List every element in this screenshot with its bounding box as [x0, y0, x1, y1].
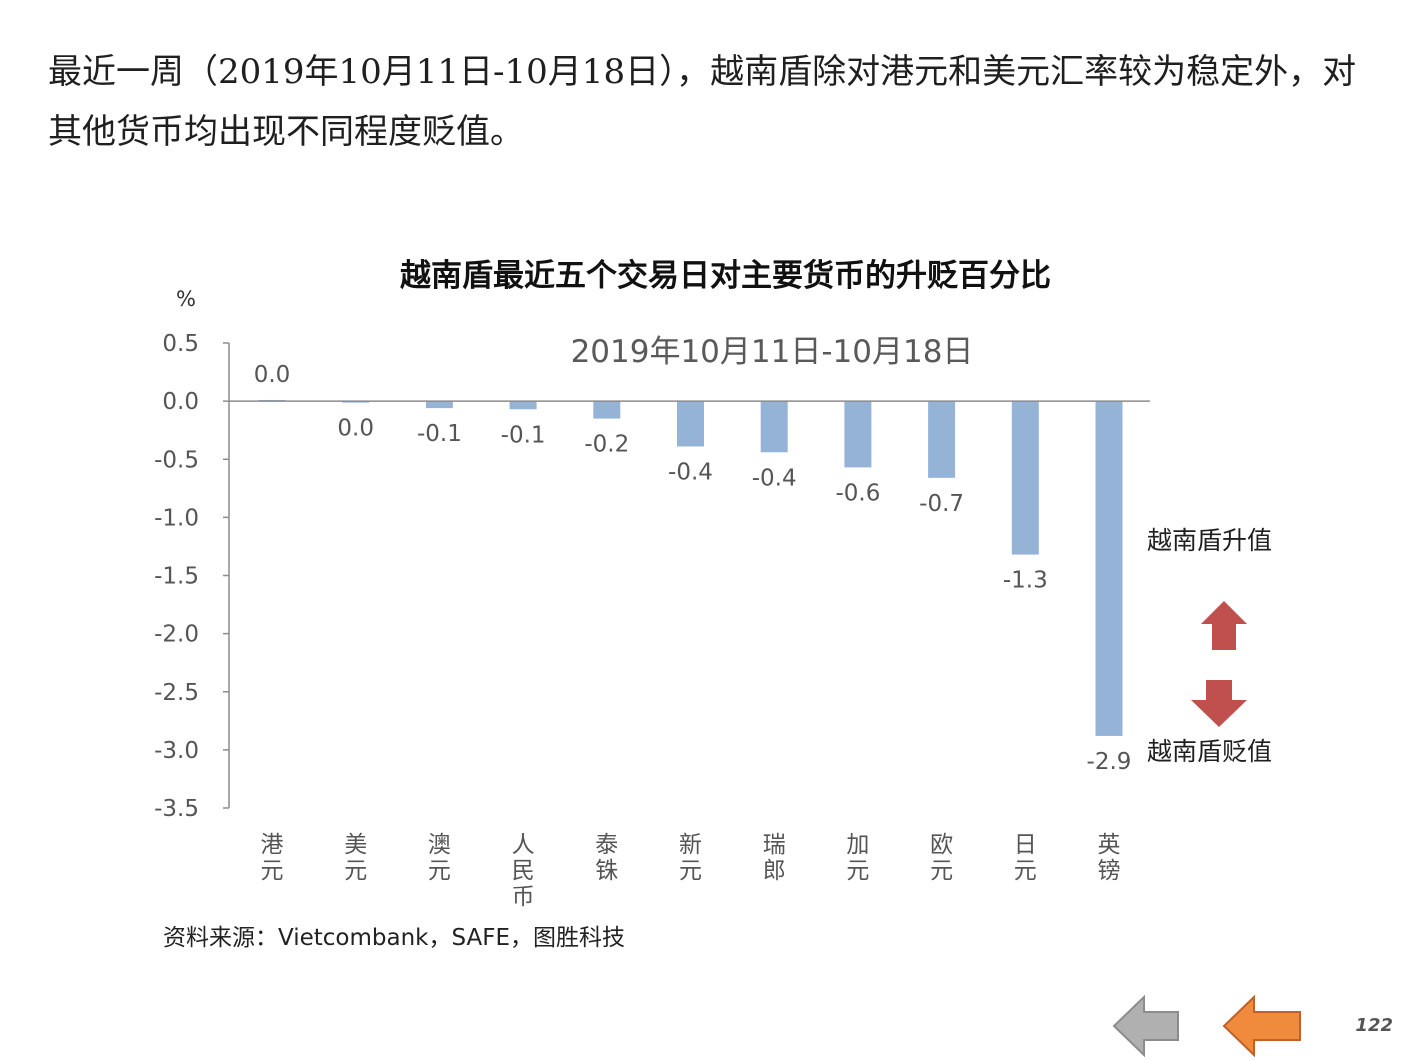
y-tick-label: -1.0	[154, 505, 199, 531]
y-tick-label: -1.5	[154, 564, 199, 590]
y-axis-unit-label: %	[176, 287, 196, 311]
up-arrow-icon	[1201, 601, 1247, 650]
x-tick-label: 泰铢	[595, 832, 618, 884]
depreciation-label: 越南盾贬值	[1147, 737, 1272, 766]
data-label: -0.4	[752, 465, 797, 491]
y-tick-label: -0.5	[154, 447, 199, 473]
source-note: 资料来源：Vietcombank，SAFE，图胜科技	[163, 925, 626, 951]
bar	[928, 401, 956, 478]
y-tick-label: -2.5	[154, 680, 199, 706]
appreciation-label: 越南盾升值	[1147, 526, 1272, 555]
y-tick-label: -3.0	[154, 738, 199, 764]
data-label: 0.0	[337, 415, 374, 441]
page-number: 122	[1355, 1015, 1393, 1036]
down-arrow-icon	[1191, 680, 1247, 727]
x-tick-label: 人民币	[512, 832, 535, 910]
y-tick-label: 0.5	[162, 331, 199, 357]
x-tick-label: 澳元	[428, 832, 451, 884]
previous-page-button[interactable]	[1222, 994, 1302, 1058]
x-tick-label: 欧元	[930, 832, 953, 884]
data-label: -0.6	[835, 480, 880, 506]
x-tick-label: 日元	[1014, 832, 1037, 884]
x-axis: 港元 美元 澳元 人民币 泰铢 新元 瑞郎 加元 欧元 日元 英镑	[229, 400, 1150, 910]
bar	[760, 401, 788, 453]
bar	[593, 401, 621, 419]
bar	[425, 401, 453, 409]
data-label: -0.4	[668, 459, 713, 485]
x-tick-label: 美元	[344, 832, 367, 884]
data-label: -0.2	[584, 432, 629, 458]
bar	[677, 401, 704, 447]
y-axis: 0.5 0.0 -0.5 -1.0 -1.5 -2.0 -2.5 -3.0 -3.5	[154, 331, 230, 822]
bars-group: 0.0 0.0 -0.1 -0.1 -0.2 -0.4 -0.4 -0.6 -0.7 -1.3 -2…	[254, 362, 1132, 775]
data-label: 0.0	[254, 362, 291, 388]
previous-arrow-icon	[1222, 994, 1301, 1058]
back-arrow-icon	[1112, 994, 1179, 1058]
bar	[1011, 401, 1039, 555]
bar	[509, 401, 537, 410]
x-tick-label: 加元	[846, 832, 869, 884]
data-label: -0.1	[501, 422, 546, 448]
x-tick-label: 港元	[261, 832, 284, 884]
y-tick-label: -2.0	[154, 622, 199, 648]
y-tick-label: 0.0	[162, 389, 199, 415]
bar	[844, 401, 872, 468]
data-label: -0.1	[417, 421, 462, 447]
data-label: -1.3	[1003, 568, 1048, 594]
back-arrow-button[interactable]	[1112, 994, 1192, 1058]
bar	[1095, 401, 1123, 736]
y-tick-label: -3.5	[154, 796, 199, 822]
chart-subtitle: 2019年10月11日-10月18日	[571, 334, 974, 370]
intro-paragraph: 最近一周（2019年10月11日-10月18日），越南盾除对港元和美元汇率较为稳…	[48, 52, 1357, 152]
chart-title: 越南盾最近五个交易日对主要货币的升贬百分比	[400, 258, 1051, 294]
data-label: -0.7	[919, 491, 964, 517]
data-label: -2.9	[1087, 749, 1132, 775]
x-tick-label: 新元	[679, 832, 702, 884]
x-tick-label: 英镑	[1098, 832, 1121, 884]
x-tick-label: 瑞郎	[763, 832, 786, 884]
